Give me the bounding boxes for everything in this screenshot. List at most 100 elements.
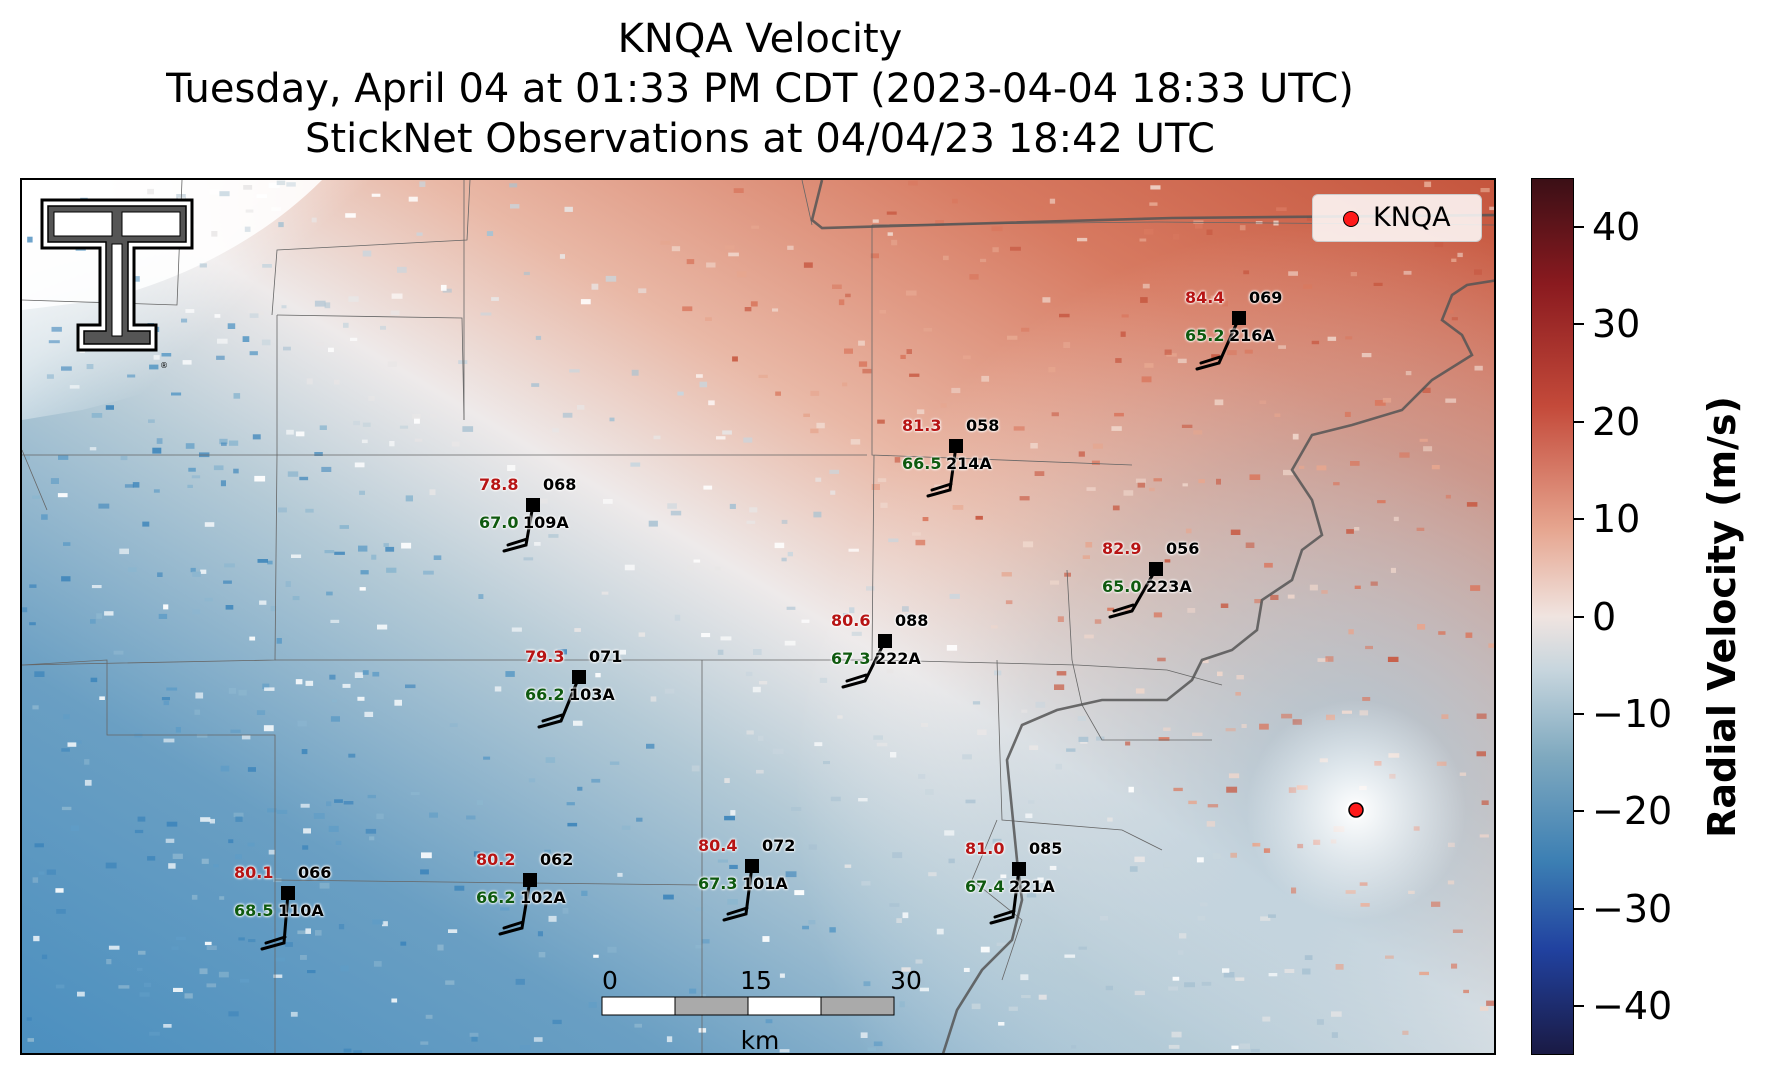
- station-marker[interactable]: [523, 873, 537, 887]
- speckle-pixel: [802, 925, 809, 930]
- speckle-pixel: [772, 748, 784, 754]
- speckle-pixel: [278, 222, 284, 228]
- speckle-pixel: [559, 254, 565, 259]
- speckle-pixel: [263, 725, 274, 732]
- speckle-pixel: [228, 1011, 239, 1017]
- speckle-pixel: [944, 830, 955, 836]
- station-marker[interactable]: [572, 670, 586, 684]
- speckle-pixel: [736, 271, 747, 278]
- speckle-pixel: [996, 942, 1007, 947]
- speckle-pixel: [313, 813, 325, 819]
- knqa-radar-site-marker[interactable]: [1348, 802, 1364, 818]
- speckle-pixel: [730, 810, 736, 816]
- speckle-pixel: [55, 888, 64, 893]
- radar-map[interactable]: ® KNQA: [20, 178, 1496, 1055]
- colorbar-tick-label: −20: [1592, 789, 1673, 834]
- speckle-pixel: [729, 503, 736, 509]
- speckle-pixel: [722, 430, 732, 435]
- speckle-pixel: [1228, 773, 1240, 779]
- speckle-pixel: [494, 686, 502, 692]
- speckle-pixel: [297, 930, 306, 935]
- speckle-pixel: [750, 301, 758, 307]
- colorbar-tick-mark: [1574, 420, 1584, 423]
- station-id: 109A: [523, 513, 569, 532]
- station-marker[interactable]: [878, 634, 892, 648]
- speckle-pixel: [1092, 443, 1103, 449]
- speckle-pixel: [1393, 516, 1399, 522]
- speckle-pixel: [860, 1032, 868, 1038]
- wind-barb: [926, 444, 958, 498]
- speckle-pixel: [505, 671, 515, 677]
- speckle-pixel: [1479, 834, 1489, 838]
- speckle-pixel: [1139, 238, 1147, 242]
- speckle-pixel: [57, 493, 68, 498]
- speckle-pixel: [1346, 529, 1354, 534]
- station-temperature: 80.1: [234, 863, 274, 882]
- speckle-pixel: [1149, 487, 1155, 492]
- speckle-pixel: [144, 982, 152, 988]
- station-marker[interactable]: [1232, 311, 1246, 325]
- speckle-pixel: [377, 624, 388, 630]
- station-marker[interactable]: [1149, 562, 1163, 576]
- speckle-pixel: [963, 967, 970, 972]
- speckle-pixel: [96, 613, 103, 619]
- speckle-pixel: [334, 551, 345, 555]
- speckle-pixel: [440, 284, 447, 291]
- speckle-pixel: [815, 477, 822, 482]
- speckle-pixel: [1225, 728, 1236, 732]
- station-dewpoint: 66.5: [902, 454, 942, 473]
- speckle-pixel: [1111, 426, 1122, 431]
- station-wind-direction: 069: [1249, 288, 1283, 307]
- station-wind-direction: 062: [540, 850, 574, 869]
- speckle-pixel: [1128, 786, 1134, 793]
- speckle-pixel: [1059, 313, 1070, 318]
- speckle-pixel: [886, 668, 894, 674]
- station-marker[interactable]: [526, 498, 540, 512]
- station-temperature: 82.9: [1102, 539, 1142, 558]
- speckle-pixel: [233, 812, 244, 818]
- speckle-pixel: [922, 517, 929, 522]
- speckle-pixel: [90, 619, 96, 624]
- speckle-pixel: [32, 877, 39, 883]
- speckle-pixel: [314, 452, 323, 456]
- speckle-pixel: [1001, 572, 1012, 577]
- scale-label-0: 0: [602, 966, 618, 995]
- speckle-pixel: [139, 992, 150, 997]
- speckle-pixel: [729, 864, 738, 869]
- speckle-pixel: [1049, 845, 1055, 850]
- colorbar-tick-mark: [1574, 1005, 1584, 1008]
- speckle-pixel: [920, 723, 928, 727]
- station-marker[interactable]: [1012, 862, 1026, 876]
- speckle-pixel: [41, 514, 48, 520]
- speckle-pixel: [870, 253, 879, 259]
- speckle-pixel: [1335, 964, 1344, 970]
- speckle-pixel: [1177, 358, 1187, 364]
- station-marker[interactable]: [949, 439, 963, 453]
- colorbar-tick-mark: [1574, 323, 1584, 326]
- speckle-pixel: [663, 894, 674, 900]
- station-temperature: 84.4: [1185, 288, 1225, 307]
- speckle-pixel: [283, 346, 291, 351]
- speckle-pixel: [412, 414, 421, 419]
- speckle-pixel: [557, 649, 567, 655]
- speckle-pixel: [943, 255, 949, 261]
- station-marker[interactable]: [745, 859, 759, 873]
- colorbar-tick-label: −30: [1592, 886, 1673, 931]
- speckle-pixel: [696, 374, 703, 378]
- speckle-pixel: [844, 348, 853, 354]
- speckle-pixel: [1419, 971, 1429, 976]
- speckle-pixel: [173, 987, 183, 992]
- speckle-pixel: [1254, 599, 1262, 604]
- speckle-pixel: [562, 412, 573, 418]
- speckle-pixel: [607, 946, 617, 953]
- station-marker[interactable]: [281, 886, 295, 900]
- speckle-pixel: [552, 428, 559, 433]
- speckle-pixel: [1096, 736, 1105, 741]
- speckle-pixel: [276, 809, 288, 814]
- speckle-pixel: [190, 567, 196, 573]
- speckle-pixel: [421, 852, 432, 859]
- speckle-pixel: [727, 899, 738, 905]
- speckle-pixel: [1201, 981, 1212, 986]
- speckle-pixel: [350, 337, 358, 341]
- speckle-pixel: [303, 828, 311, 834]
